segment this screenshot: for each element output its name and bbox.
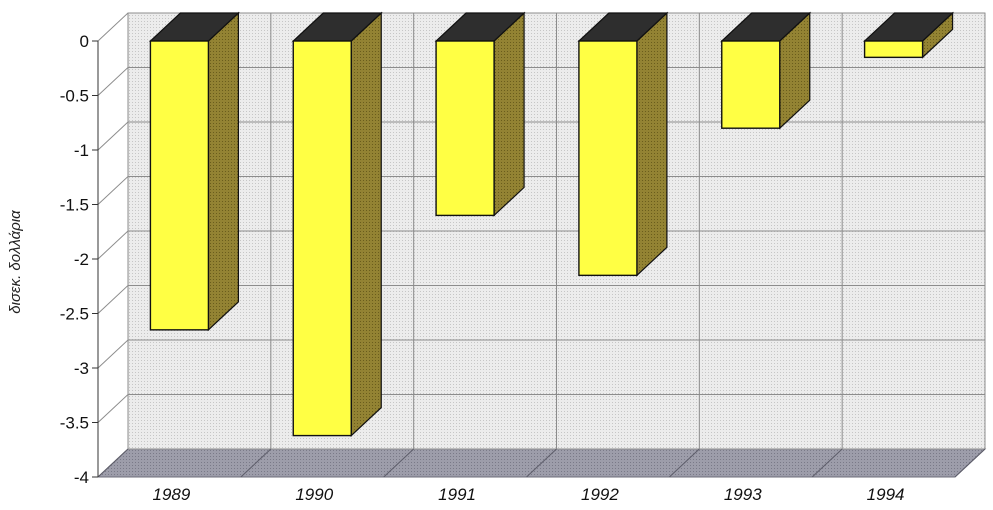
bar-front-face — [863, 40, 924, 59]
gridline-depth — [97, 285, 129, 314]
gridline-depth — [97, 230, 129, 260]
x-tick-label: 1992 — [581, 485, 619, 504]
gridlines — [97, 12, 986, 478]
floor-divider — [97, 448, 129, 478]
y-tick-label: -1 — [74, 141, 89, 160]
x-tick-label: 1994 — [867, 485, 905, 504]
y-tick-label: -2.5 — [60, 305, 89, 324]
floor-divider — [383, 448, 415, 478]
gridline-depth — [97, 67, 129, 96]
bar-front-face — [435, 40, 495, 217]
y-tick-label: -0.5 — [60, 87, 89, 106]
y-tick-label: -3 — [74, 359, 89, 378]
y-tick-label: 0 — [80, 32, 89, 51]
x-axis-labels: 1989 1990 1991 1992 1993 1994 — [153, 485, 905, 504]
gridline-depth — [97, 339, 129, 369]
bar — [577, 11, 669, 277]
gridline-depth — [97, 176, 129, 205]
x-tick-label: 1993 — [724, 485, 762, 504]
bar — [434, 11, 526, 217]
bar-front-face — [149, 40, 210, 331]
gridline-depth — [97, 394, 129, 423]
x-tick-label: 1990 — [295, 485, 333, 504]
bar-front-face — [292, 40, 352, 437]
gridline-depth — [97, 12, 129, 42]
floor-divider — [811, 448, 843, 478]
bar-side-face — [350, 11, 382, 437]
bar-front-face — [721, 40, 781, 129]
x-tick-label: 1989 — [153, 485, 191, 504]
floor-divider — [668, 448, 700, 478]
floor-divider — [526, 448, 557, 478]
y-tick-label: -2 — [74, 250, 89, 269]
y-axis-title: δισεκ. δολλάρια — [7, 210, 24, 314]
bar-side-face — [636, 11, 668, 277]
bar — [720, 11, 812, 130]
y-tick-label: -1.5 — [60, 196, 89, 215]
y-tick-label: -3.5 — [60, 414, 89, 433]
floor-divider — [240, 448, 272, 478]
bar — [148, 11, 240, 332]
bar-front-face — [578, 40, 638, 277]
floor-divider — [954, 448, 986, 478]
y-axis: 0 -0.5 -1 -1.5 -2 -2.5 -3 -3.5 -4 — [60, 32, 99, 487]
bars — [148, 11, 955, 437]
y-tick-label: -4 — [74, 468, 89, 487]
bar — [863, 11, 955, 59]
bar — [291, 11, 383, 437]
x-tick-label: 1991 — [438, 485, 476, 504]
gridline-depth — [97, 121, 129, 151]
bar-side-face — [493, 11, 525, 217]
bar-side-face — [207, 11, 240, 332]
